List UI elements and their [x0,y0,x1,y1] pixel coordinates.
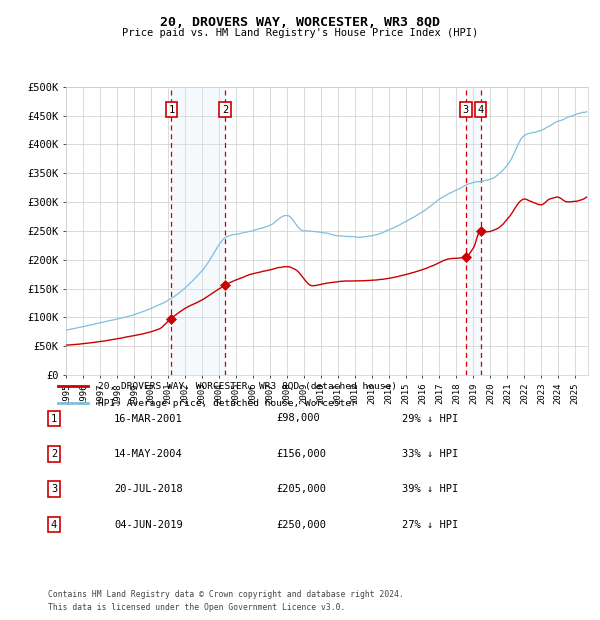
Text: 27% ↓ HPI: 27% ↓ HPI [402,520,458,529]
Text: 14-MAY-2004: 14-MAY-2004 [114,449,183,459]
Text: 2: 2 [222,105,228,115]
Text: £98,000: £98,000 [276,414,320,423]
Text: 1: 1 [168,105,175,115]
Text: 4: 4 [478,105,484,115]
Text: HPI: Average price, detached house, Worcester: HPI: Average price, detached house, Worc… [98,399,357,408]
Text: £156,000: £156,000 [276,449,326,459]
Text: 3: 3 [51,484,57,494]
Text: 29% ↓ HPI: 29% ↓ HPI [402,414,458,423]
Text: This data is licensed under the Open Government Licence v3.0.: This data is licensed under the Open Gov… [48,603,346,612]
Text: 16-MAR-2001: 16-MAR-2001 [114,414,183,423]
Text: Contains HM Land Registry data © Crown copyright and database right 2024.: Contains HM Land Registry data © Crown c… [48,590,404,600]
Text: 04-JUN-2019: 04-JUN-2019 [114,520,183,529]
Text: 4: 4 [51,520,57,529]
Text: Price paid vs. HM Land Registry's House Price Index (HPI): Price paid vs. HM Land Registry's House … [122,28,478,38]
Text: 20, DROVERS WAY, WORCESTER, WR3 8QD: 20, DROVERS WAY, WORCESTER, WR3 8QD [160,16,440,29]
Text: 20-JUL-2018: 20-JUL-2018 [114,484,183,494]
Bar [172,87,225,375]
Text: £205,000: £205,000 [276,484,326,494]
Text: £250,000: £250,000 [276,520,326,529]
Text: 1: 1 [51,414,57,423]
Text: 20, DROVERS WAY, WORCESTER, WR3 8QD (detached house): 20, DROVERS WAY, WORCESTER, WR3 8QD (det… [98,382,397,391]
Text: 33% ↓ HPI: 33% ↓ HPI [402,449,458,459]
Text: 2: 2 [51,449,57,459]
Text: 39% ↓ HPI: 39% ↓ HPI [402,484,458,494]
Bar [466,87,481,375]
Text: 3: 3 [463,105,469,115]
